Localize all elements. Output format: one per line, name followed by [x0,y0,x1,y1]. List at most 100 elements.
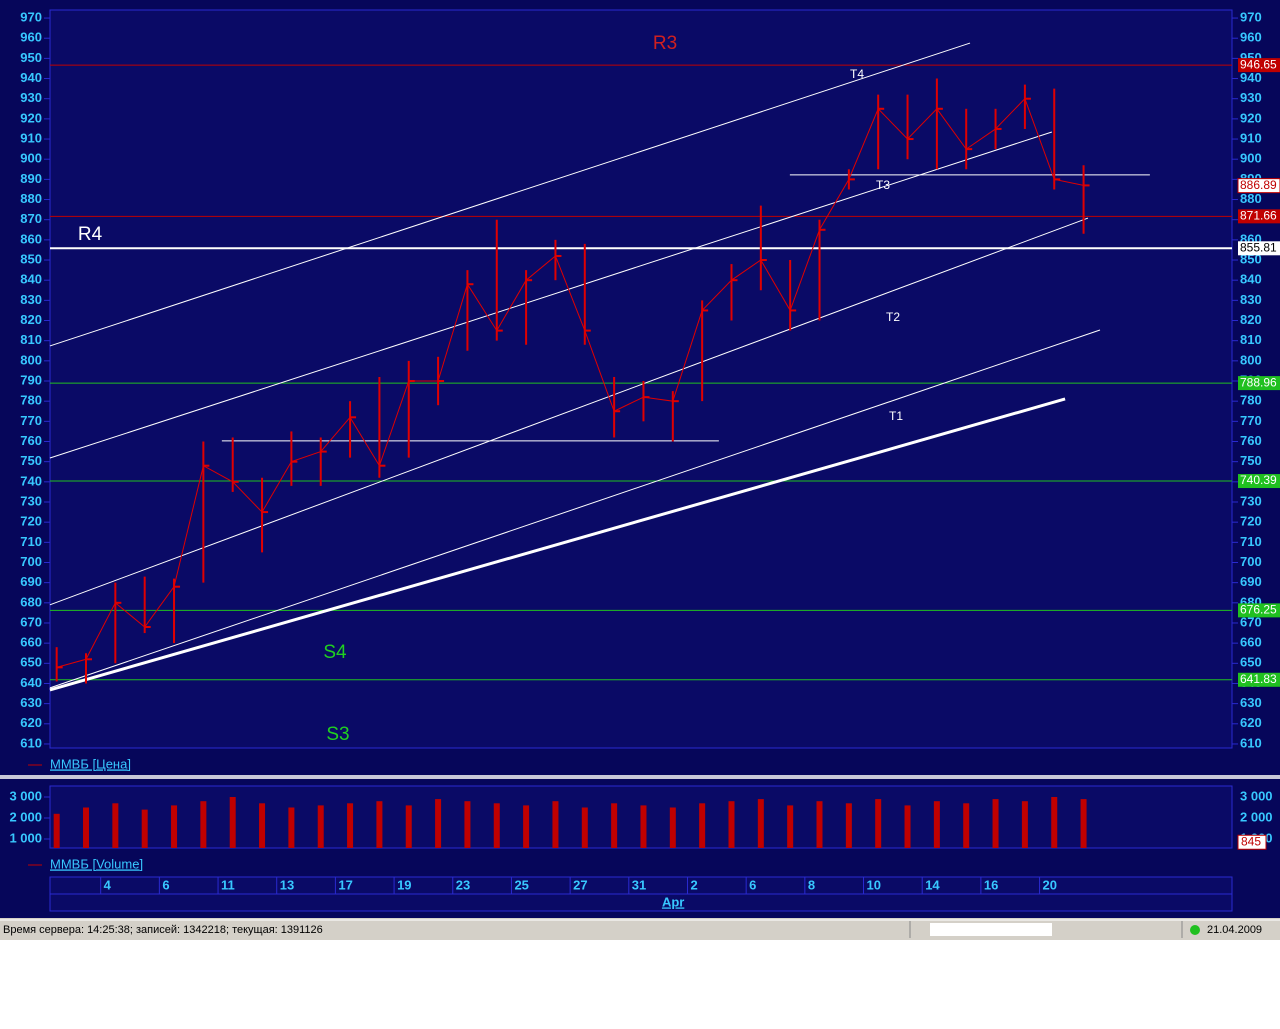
x-tick-label: 2 [690,877,697,892]
trend-line [49,329,1101,689]
y-tick-label: 700 [20,554,42,569]
y2-tick-label: 880 [1240,191,1262,206]
y2-tick-label: 650 [1240,655,1262,670]
y-tick-label: 2 000 [9,809,42,824]
y-tick-label: 710 [20,534,42,549]
y-tick-label: 720 [20,514,42,529]
volume-bar [317,805,324,848]
current-volume-label: 845 [1241,834,1261,848]
x-tick-label: 16 [984,877,998,892]
y2-tick-label: 630 [1240,695,1262,710]
y-tick-label: 800 [20,352,42,367]
y2-tick-label: 710 [1240,534,1262,549]
y-tick-label: 950 [20,50,42,65]
level-label: 740.39 [1240,473,1277,487]
y2-tick-label: 730 [1240,493,1262,508]
level-label-box [1238,672,1280,687]
y2-tick-label: 840 [1240,272,1262,287]
y-tick-label: 620 [20,715,42,730]
volume-bar [523,805,530,848]
trend-label: T4 [850,67,864,81]
volume-bar [904,805,911,848]
volume-bar [171,805,178,848]
volume-bar [875,799,882,848]
x-tick-label: 8 [808,877,815,892]
y2-tick-label: 800 [1240,352,1262,367]
y2-tick-label: 940 [1240,70,1262,85]
y-tick-label: 790 [20,372,42,387]
legend-volume[interactable]: ММВБ [Volume] [50,856,143,871]
y-tick-label: 890 [20,171,42,186]
y-tick-label: 770 [20,413,42,428]
y-tick-label: 740 [20,473,42,488]
volume-bar [757,799,764,848]
volume-bar [53,813,60,848]
y2-tick-label: 820 [1240,312,1262,327]
volume-bar [1021,801,1028,848]
volume-bar [787,805,794,848]
y-tick-label: 760 [20,433,42,448]
y2-tick-label: 750 [1240,453,1262,468]
y-tick-label: 960 [20,30,42,45]
y2-tick-label: 670 [1240,614,1262,629]
y2-tick-label: 960 [1240,30,1262,45]
volume-bar [288,807,295,848]
status-date: 21.04.2009 [1207,924,1262,936]
zone-label: S3 [326,724,349,745]
y2-tick-label: 700 [1240,554,1262,569]
level-label: 946.65 [1240,57,1277,71]
status-text: Время сервера: 14:25:38; записей: 134221… [3,924,323,936]
y2-tick-label: 690 [1240,574,1262,589]
trend-label: T3 [876,178,890,192]
month-axis [49,893,1233,912]
x-tick-label: 13 [280,877,294,892]
y2-tick-label: 910 [1240,130,1262,145]
volume-bar [640,805,647,848]
x-tick-label: 31 [632,877,646,892]
y-tick-label: 670 [20,614,42,629]
x-tick-label: 10 [867,877,881,892]
volume-bar [1051,797,1058,848]
x-tick-label: 17 [338,877,352,892]
volume-bar [1080,799,1087,848]
legend-price[interactable]: ММВБ [Цена] [50,756,131,771]
y-tick-label: 650 [20,655,42,670]
price-line [56,97,1084,668]
y-tick-label: 680 [20,594,42,609]
volume-bar [699,803,706,848]
y-tick-label: 910 [20,130,42,145]
y2-tick-label: 620 [1240,715,1262,730]
y-tick-label: 850 [20,251,42,266]
level-label: 676.25 [1240,603,1277,617]
current-volume-box [1237,834,1267,850]
panel-splitter[interactable] [0,775,1280,779]
y-tick-label: 940 [20,70,42,85]
volume-bar [376,801,383,848]
trend-line [49,42,971,347]
y-tick-label: 870 [20,211,42,226]
level-label-box [1238,58,1280,73]
volume-bar [669,807,676,848]
volume-bar [259,803,266,848]
y2-tick-label: 920 [1240,110,1262,125]
level-label-box [1238,474,1280,489]
volume-bar [552,801,559,848]
y2-tick-label: 830 [1240,292,1262,307]
y-tick-label: 840 [20,272,42,287]
trend-label: T2 [886,310,900,324]
y-tick-label: 810 [20,332,42,347]
y-tick-label: 730 [20,493,42,508]
level-label: 788.96 [1240,375,1277,389]
level-label-box [1238,209,1280,224]
zone-label: S4 [323,642,347,663]
y-tick-label: 830 [20,292,42,307]
x-tick-label: 11 [221,877,235,892]
month-label: Apr [662,894,684,909]
y-tick-label: 630 [20,695,42,710]
zone-label: R3 [653,33,677,54]
y2-tick-label: 760 [1240,433,1262,448]
last-price-box [1237,178,1280,194]
y2-tick-label: 930 [1240,90,1262,105]
y2-tick-label: 810 [1240,332,1262,347]
